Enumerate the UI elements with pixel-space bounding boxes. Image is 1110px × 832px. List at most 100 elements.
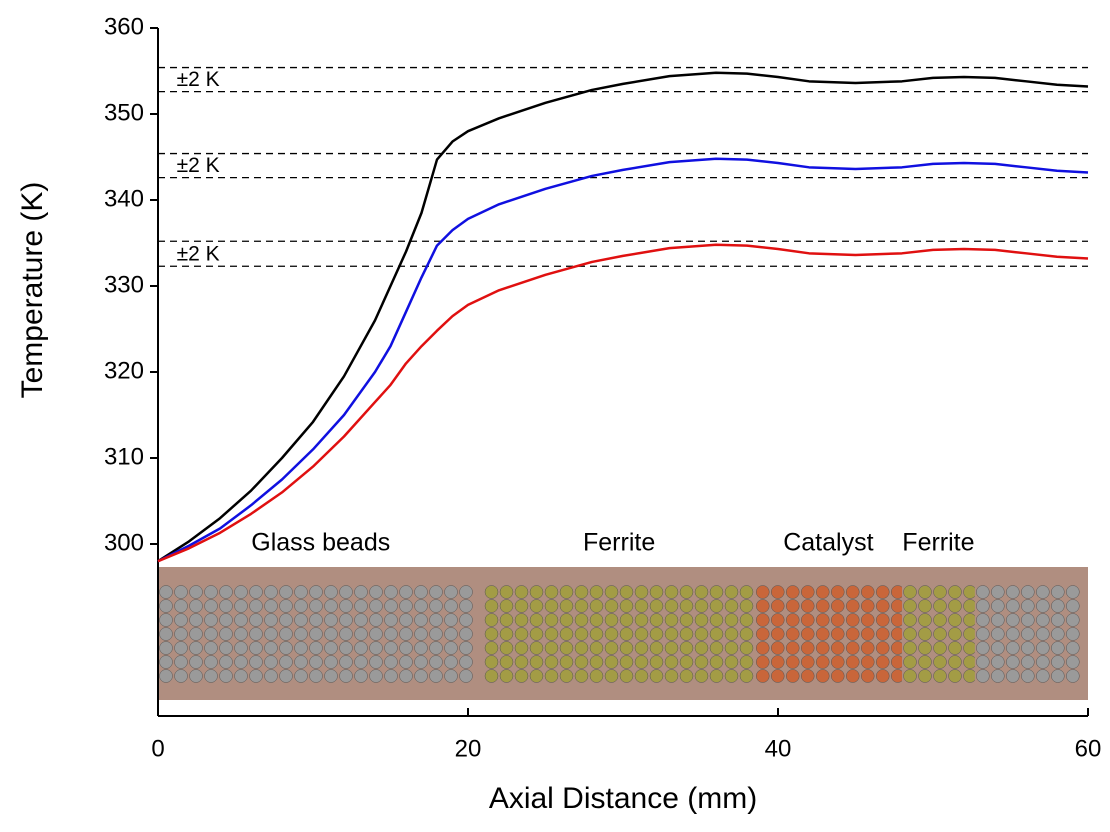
bed-particle — [665, 628, 678, 641]
bed-particle — [1021, 628, 1034, 641]
bed-particle — [710, 642, 723, 655]
bed-particle — [919, 670, 932, 683]
bed-particle — [160, 642, 173, 655]
bed-particle — [590, 642, 603, 655]
bed-particle — [310, 642, 323, 655]
tolerance-label: ±2 K — [177, 154, 220, 177]
bed-particle — [545, 656, 558, 669]
bed-particle — [160, 614, 173, 627]
bed-particle — [904, 656, 917, 669]
bed-particle — [400, 656, 413, 669]
bed-particle — [934, 642, 947, 655]
bed-particle — [1051, 642, 1064, 655]
bed-particle — [1036, 586, 1049, 599]
bed-particle — [904, 614, 917, 627]
bed-particle — [190, 586, 203, 599]
bed-particle — [575, 628, 588, 641]
bed-particle — [385, 600, 398, 613]
bed-particle — [400, 642, 413, 655]
bed-particle — [991, 628, 1004, 641]
bed-particle — [370, 656, 383, 669]
bed-particle — [1051, 670, 1064, 683]
bed-particle — [695, 628, 708, 641]
bed-particle — [964, 670, 977, 683]
bed-particle — [771, 670, 784, 683]
bed-particle — [949, 614, 962, 627]
bed-particle — [515, 614, 528, 627]
bed-particle — [445, 628, 458, 641]
bed-particle — [695, 656, 708, 669]
bed-particle — [904, 628, 917, 641]
bed-particle — [160, 600, 173, 613]
bed-particle — [325, 642, 338, 655]
bed-particle — [1006, 642, 1019, 655]
bed-particle — [190, 642, 203, 655]
bed-particle — [831, 642, 844, 655]
bed-particle — [485, 642, 498, 655]
bed-particle — [831, 614, 844, 627]
bed-particle — [205, 656, 218, 669]
bed-particle — [740, 628, 753, 641]
y-tick-label: 350 — [104, 99, 144, 126]
bed-particle — [665, 670, 678, 683]
bed-particle — [650, 670, 663, 683]
bed-particle — [876, 600, 889, 613]
bed-particle — [175, 642, 188, 655]
bed-particle — [861, 586, 874, 599]
bed-particle — [831, 628, 844, 641]
bed-particle — [964, 628, 977, 641]
bed-particle — [355, 614, 368, 627]
bed-particle — [786, 600, 799, 613]
bed-particle — [801, 614, 814, 627]
bed-particle — [680, 670, 693, 683]
bed-particle — [1036, 642, 1049, 655]
y-tick-label: 340 — [104, 185, 144, 212]
bed-particle — [620, 670, 633, 683]
bed-particle — [325, 586, 338, 599]
bed-particle — [991, 642, 1004, 655]
bed-particle — [949, 628, 962, 641]
bed-particle — [801, 586, 814, 599]
bed-particle — [1066, 628, 1079, 641]
bed-particle — [695, 642, 708, 655]
bed-particle — [280, 614, 293, 627]
bed-particle — [605, 656, 618, 669]
bed-particle — [816, 600, 829, 613]
bed-particle — [1036, 614, 1049, 627]
bed-particle — [355, 670, 368, 683]
bed-particle — [485, 628, 498, 641]
bed-particle — [515, 628, 528, 641]
bed-particle — [635, 614, 648, 627]
bed-particle — [919, 600, 932, 613]
bed-particle — [415, 656, 428, 669]
bed-particle — [831, 656, 844, 669]
bed-particle — [445, 670, 458, 683]
bed-particle — [340, 656, 353, 669]
tolerance-label: ±2 K — [177, 68, 220, 91]
bed-particle — [355, 656, 368, 669]
bed-particle — [605, 600, 618, 613]
bed-particle — [725, 642, 738, 655]
bed-particle — [756, 614, 769, 627]
bed-particle — [250, 614, 263, 627]
bed-particle — [370, 670, 383, 683]
bed-particle — [846, 656, 859, 669]
bed-particle — [904, 670, 917, 683]
bed-particle — [605, 614, 618, 627]
bed-particle — [949, 656, 962, 669]
bed-particle — [370, 642, 383, 655]
bed-particle — [976, 600, 989, 613]
bed-particle — [991, 614, 1004, 627]
bed-particle — [876, 656, 889, 669]
bed-particle — [680, 586, 693, 599]
bed-particle — [665, 656, 678, 669]
bed-particle — [1021, 586, 1034, 599]
bed-particle — [816, 614, 829, 627]
bed-particle — [725, 614, 738, 627]
bed-particle — [385, 586, 398, 599]
bed-particle — [235, 600, 248, 613]
bed-particle — [560, 656, 573, 669]
bed-particle — [949, 586, 962, 599]
bed-particle — [235, 656, 248, 669]
tolerance-label: ±2 K — [177, 242, 220, 265]
